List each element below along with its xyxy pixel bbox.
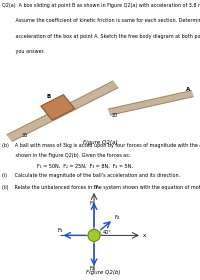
- Text: 20: 20: [112, 113, 118, 118]
- Text: B: B: [46, 94, 51, 99]
- Text: 35: 35: [21, 133, 28, 138]
- Polygon shape: [41, 95, 75, 120]
- Text: y: y: [95, 184, 98, 189]
- Text: F₄: F₄: [114, 215, 120, 220]
- Text: F₂: F₂: [90, 267, 95, 271]
- Text: F₁ = 50N,  F₂ = 25N,  F₃ = 8N,  F₄ = 5N,: F₁ = 50N, F₂ = 25N, F₃ = 8N, F₄ = 5N,: [37, 163, 133, 168]
- Text: F₁: F₁: [90, 201, 95, 206]
- Text: Assume the coefficient of kinetic friction is same for each section. Determine t: Assume the coefficient of kinetic fricti…: [2, 18, 200, 23]
- Text: acceleration of the box at point A. Sketch the free body diagram at both points : acceleration of the box at point A. Sket…: [2, 34, 200, 39]
- Text: Q2(a)  A box sliding at point B as shown in Figure Q2(a) with acceleration of 3.: Q2(a) A box sliding at point B as shown …: [2, 3, 200, 8]
- Text: x: x: [143, 233, 146, 238]
- Text: Figure Q2(b): Figure Q2(b): [86, 270, 121, 275]
- Text: (b)    A ball with mass of 3kg is acted upon by four forces of magnitude with th: (b) A ball with mass of 3kg is acted upo…: [2, 143, 200, 148]
- Polygon shape: [109, 91, 193, 115]
- Text: (ii)    Relate the unbalanced forces in the system shown with the equation of mo: (ii) Relate the unbalanced forces in the…: [2, 185, 200, 190]
- Circle shape: [88, 229, 100, 241]
- Text: you answer.: you answer.: [2, 49, 45, 54]
- Text: shown in the Figure Q2(b). Given the forces as:: shown in the Figure Q2(b). Given the for…: [2, 153, 130, 158]
- Text: A: A: [186, 87, 191, 92]
- Text: Figure Q2(a): Figure Q2(a): [83, 140, 117, 145]
- Text: (i)     Calculate the magnitude of the ball’s acceleration and its direction.: (i) Calculate the magnitude of the ball’…: [2, 173, 180, 178]
- Text: F₃: F₃: [58, 228, 63, 233]
- Polygon shape: [7, 81, 118, 141]
- Text: 40°: 40°: [102, 230, 111, 235]
